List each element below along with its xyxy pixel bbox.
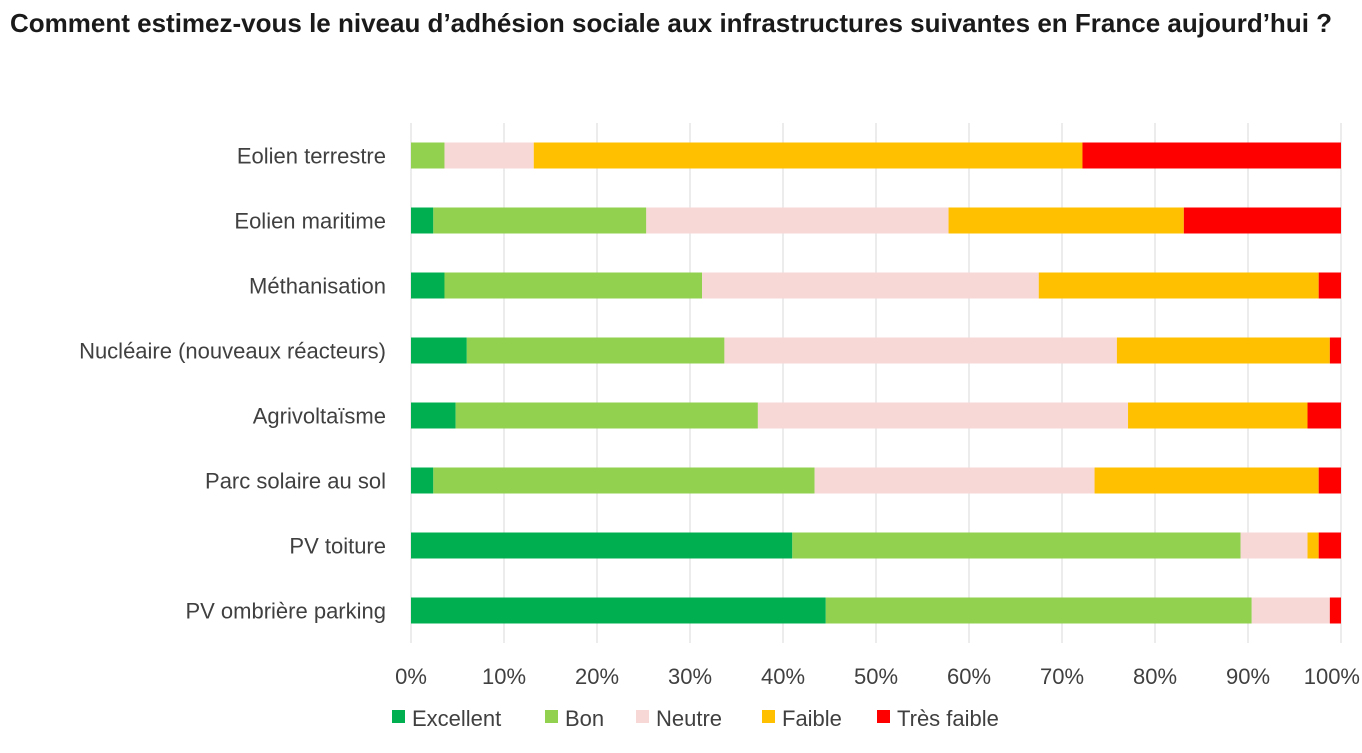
x-tick-label: 70% [1040, 664, 1084, 689]
bar-segment [411, 207, 434, 234]
bar-segment [1318, 532, 1341, 559]
bar-segment [1318, 467, 1341, 494]
x-tick-label: 0% [395, 664, 427, 689]
bar-segment [533, 142, 1083, 169]
category-label: PV ombrière parking [185, 599, 386, 624]
bar-segment [1307, 532, 1319, 559]
bar-segment [1082, 142, 1341, 169]
legend-swatch [392, 710, 405, 723]
bar-segment [411, 532, 793, 559]
bar-segment [444, 272, 703, 299]
x-tick-label: 40% [761, 664, 805, 689]
bar-segment [1329, 337, 1341, 364]
x-tick-label: 90% [1226, 664, 1270, 689]
legend-label: Neutre [656, 706, 722, 731]
bar-segment [411, 142, 445, 169]
bar-segment [444, 142, 534, 169]
bar-segment [411, 402, 456, 429]
x-tick-label: 60% [947, 664, 991, 689]
bars [411, 142, 1341, 624]
bar-segment [702, 272, 1039, 299]
bar-segment [411, 272, 445, 299]
chart-title: Comment estimez-vous le niveau d’adhésio… [10, 8, 1333, 38]
bar-segment [948, 207, 1184, 234]
legend-swatch [877, 710, 890, 723]
bar-segment [1116, 337, 1330, 364]
category-label: Eolien terrestre [237, 144, 386, 169]
category-labels: Eolien terrestre Eolien maritime Méthanisa… [79, 144, 386, 624]
bar-segment [646, 207, 949, 234]
bar-segment [1307, 402, 1341, 429]
legend-swatch [762, 710, 775, 723]
bar-segment [1128, 402, 1308, 429]
legend-label: Excellent [412, 706, 501, 731]
x-tick-label: 100% [1304, 664, 1360, 689]
bar-segment [466, 337, 725, 364]
legend-swatch [545, 710, 558, 723]
bar-segment [1183, 207, 1341, 234]
bar-segment [792, 532, 1241, 559]
bar-segment [411, 467, 434, 494]
bar-segment [1240, 532, 1308, 559]
bar-segment [455, 402, 758, 429]
category-label: Méthanisation [249, 274, 386, 299]
bar-segment [1251, 597, 1330, 624]
x-tick-label: 30% [668, 664, 712, 689]
bar-segment [724, 337, 1117, 364]
bar-segment [411, 597, 826, 624]
bar-segment [1038, 272, 1319, 299]
x-tick-label: 10% [482, 664, 526, 689]
bar-segment [1094, 467, 1319, 494]
category-label: Parc solaire au sol [205, 469, 386, 494]
bar-segment [757, 402, 1129, 429]
legend: Excellent Bon Neutre Faible Très faible [392, 706, 999, 731]
bar-segment [1318, 272, 1341, 299]
category-label: PV toiture [289, 534, 386, 559]
gridlines [410, 123, 1342, 643]
bar-segment [433, 467, 815, 494]
bar-segment [825, 597, 1252, 624]
bar-segment [411, 337, 467, 364]
x-tick-label: 20% [575, 664, 619, 689]
x-tick-label: 80% [1133, 664, 1177, 689]
x-tick-labels: 0% 10% 20% 30% 40% 50% 60% 70% 80% 90% 100% [395, 664, 1360, 689]
bar-segment [433, 207, 647, 234]
category-label: Nucléaire (nouveaux réacteurs) [79, 339, 386, 364]
legend-label: Faible [782, 706, 842, 731]
category-label: Agrivoltaïsme [253, 404, 386, 429]
x-tick-label: 50% [854, 664, 898, 689]
legend-swatch [636, 710, 649, 723]
bar-segment [1329, 597, 1341, 624]
legend-label: Bon [565, 706, 604, 731]
legend-label: Très faible [897, 706, 999, 731]
bar-segment [814, 467, 1095, 494]
category-label: Eolien maritime [234, 209, 386, 234]
